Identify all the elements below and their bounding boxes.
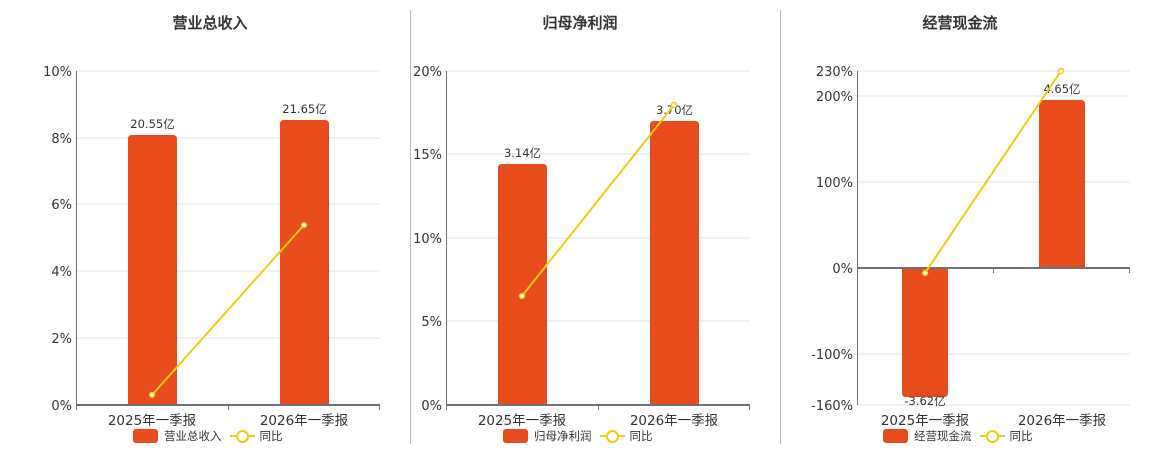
legend-bar-swatch[interactable] bbox=[503, 429, 528, 443]
yoy-line bbox=[924, 70, 1062, 274]
chart-plot: 20% 15% 10% 5% 0% 3.14亿 3.70亿 2025年一季报 2… bbox=[413, 65, 750, 429]
y-tick: 0% bbox=[421, 399, 442, 414]
legend-line-label[interactable]: 同比 bbox=[259, 429, 283, 443]
legend-line-icon[interactable] bbox=[229, 429, 255, 443]
legend-bar-label[interactable]: 经营现金流 bbox=[914, 429, 972, 443]
legend-bar-swatch[interactable] bbox=[133, 429, 158, 443]
x-category-label: 2025年一季报 bbox=[478, 413, 566, 429]
yoy-point[interactable] bbox=[1057, 67, 1065, 75]
legend-line-icon[interactable] bbox=[599, 429, 625, 443]
legend-line-label[interactable]: 同比 bbox=[629, 429, 653, 443]
y-tick: 5% bbox=[421, 315, 442, 330]
y-tick: -160% bbox=[811, 399, 853, 414]
y-tick: 100% bbox=[816, 176, 853, 191]
bar[interactable] bbox=[902, 268, 948, 397]
y-tick: 230% bbox=[816, 65, 853, 80]
bar[interactable] bbox=[1039, 100, 1085, 268]
yoy-point[interactable] bbox=[148, 391, 156, 399]
panel-divider bbox=[780, 10, 781, 444]
bar[interactable] bbox=[280, 120, 329, 405]
legend-line-icon[interactable] bbox=[979, 429, 1005, 443]
y-tick: 10% bbox=[43, 65, 72, 80]
bar-value-label: 4.65亿 bbox=[1043, 82, 1080, 96]
yoy-line bbox=[521, 104, 675, 297]
legend: 经营现金流 同比 bbox=[883, 428, 1033, 444]
bar-value-label: -3.62亿 bbox=[904, 394, 945, 408]
bar[interactable] bbox=[498, 164, 547, 405]
y-tick: 200% bbox=[816, 90, 853, 105]
bar-value-label: 3.70亿 bbox=[656, 103, 693, 117]
x-category-label: 2025年一季报 bbox=[881, 413, 969, 429]
bar[interactable] bbox=[650, 121, 699, 405]
panel-divider bbox=[410, 10, 411, 444]
yoy-point[interactable] bbox=[670, 101, 678, 109]
y-tick: 4% bbox=[51, 265, 72, 280]
chart-panel-revenue: 营业总收入 10% 8% 6% 4% 2% 0% 20.55亿 21.65亿 bbox=[0, 0, 410, 450]
y-tick: 10% bbox=[413, 232, 442, 247]
legend-bar-label[interactable]: 营业总收入 bbox=[164, 429, 222, 443]
x-category-label: 2026年一季报 bbox=[630, 413, 718, 429]
y-tick: 2% bbox=[51, 332, 72, 347]
legend: 归母净利润 同比 bbox=[503, 428, 653, 444]
legend-bar-swatch[interactable] bbox=[883, 429, 908, 443]
bar-value-label: 20.55亿 bbox=[130, 117, 174, 131]
y-tick: 0% bbox=[832, 262, 853, 277]
chart-title: 归母净利润 bbox=[542, 14, 618, 32]
x-category-label: 2026年一季报 bbox=[260, 413, 348, 429]
bar[interactable] bbox=[128, 135, 177, 405]
x-category-label: 2025年一季报 bbox=[108, 413, 196, 429]
chart-title: 经营现金流 bbox=[922, 14, 998, 32]
yoy-point[interactable] bbox=[300, 221, 308, 229]
legend-bar-label[interactable]: 归母净利润 bbox=[534, 429, 592, 443]
y-tick: 20% bbox=[413, 65, 442, 80]
y-tick: 0% bbox=[51, 399, 72, 414]
legend: 营业总收入 同比 bbox=[133, 428, 283, 444]
y-tick: 6% bbox=[51, 198, 72, 213]
bar-value-label: 3.14亿 bbox=[504, 146, 541, 160]
x-category-label: 2026年一季报 bbox=[1018, 413, 1106, 429]
yoy-line bbox=[151, 224, 305, 396]
chart-title: 营业总收入 bbox=[172, 14, 248, 32]
legend-line-label[interactable]: 同比 bbox=[1009, 429, 1033, 443]
yoy-point[interactable] bbox=[518, 292, 526, 300]
y-tick: -100% bbox=[811, 348, 853, 363]
yoy-point[interactable] bbox=[921, 269, 929, 277]
chart-plot: 10% 8% 6% 4% 2% 0% 20.55亿 21.65亿 2025年一季… bbox=[43, 65, 380, 429]
bar-value-label: 21.65亿 bbox=[282, 102, 326, 116]
chart-panel-net-profit: 归母净利润 20% 15% 10% 5% 0% 3.14亿 3.70亿 2025… bbox=[413, 14, 750, 444]
y-tick: 8% bbox=[51, 132, 72, 147]
y-tick: 15% bbox=[413, 148, 442, 163]
